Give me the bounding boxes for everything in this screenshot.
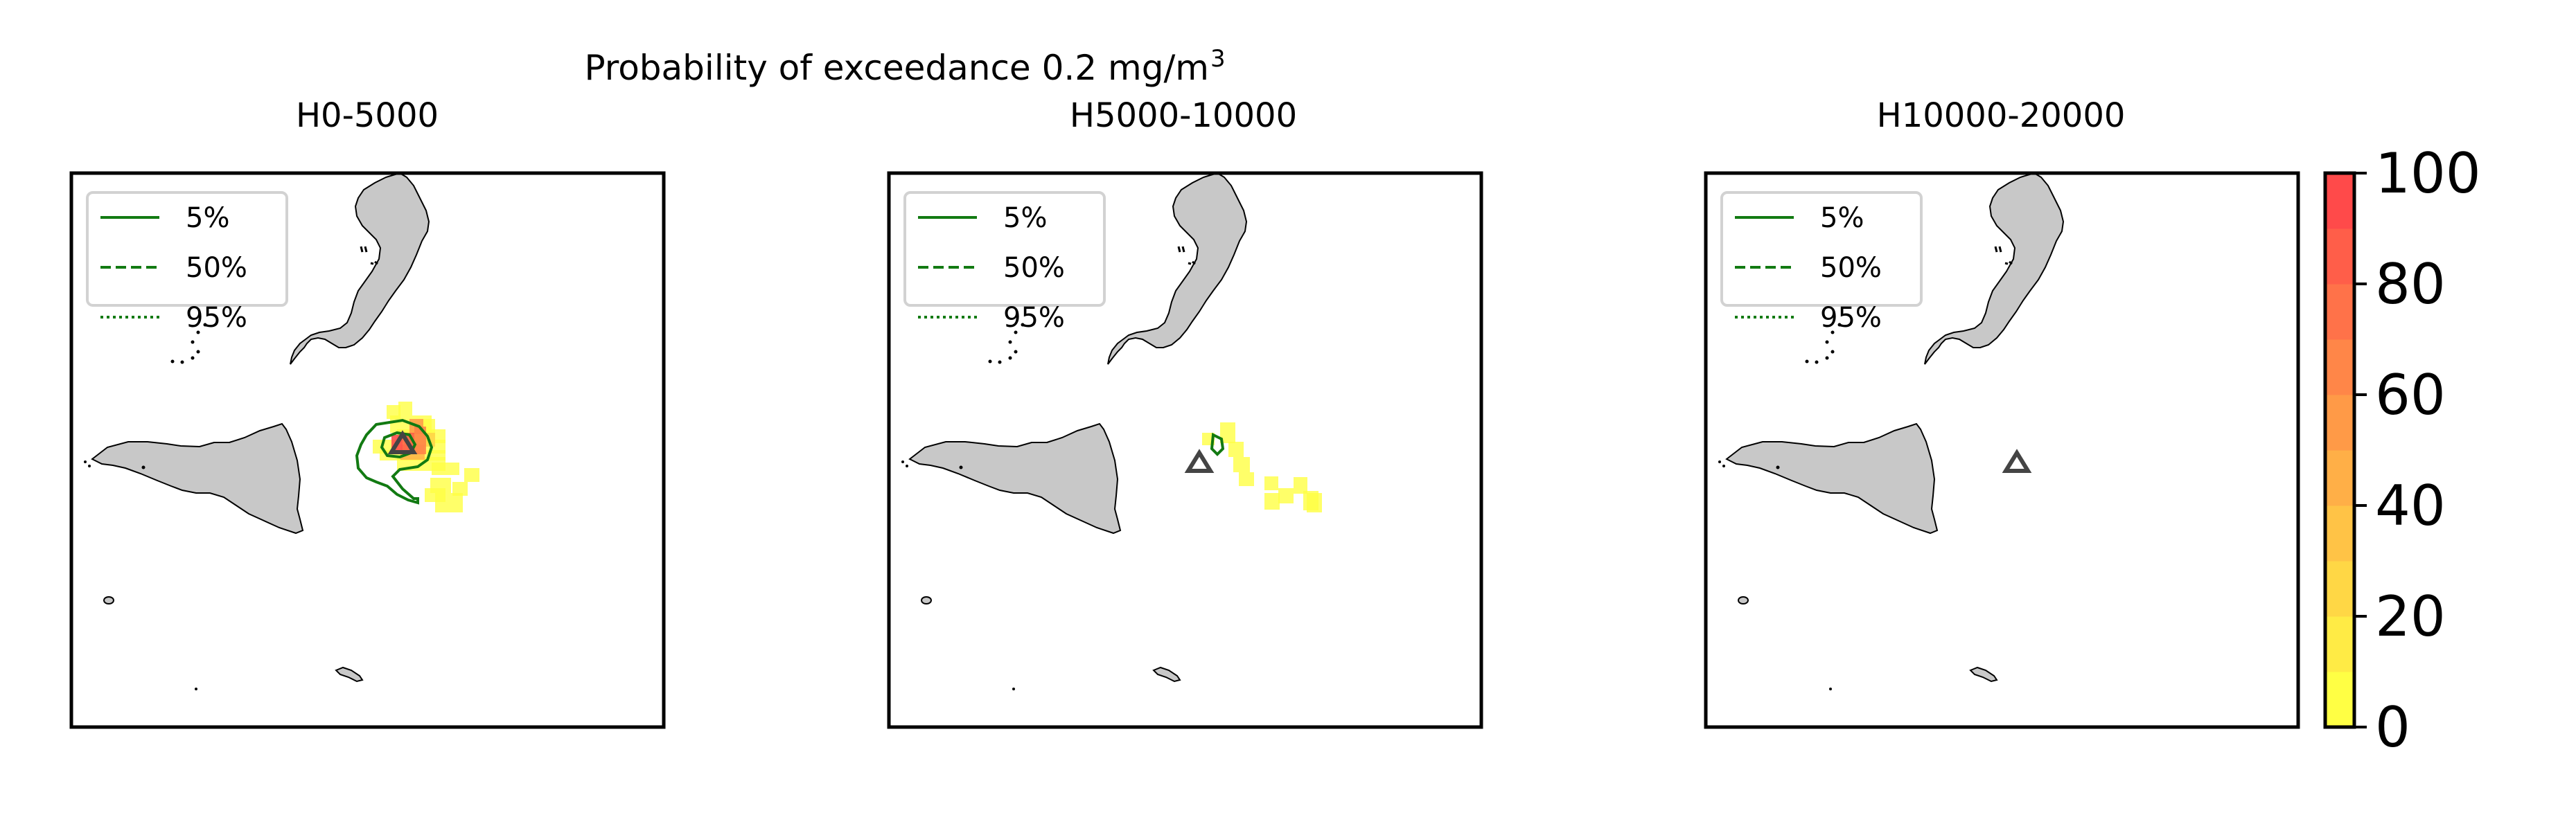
colorbar-band: [2325, 672, 2354, 728]
colorbar-band: [2325, 616, 2354, 672]
colorbar-frame: [2323, 171, 2356, 729]
legend-label: 5%: [1003, 202, 1047, 234]
legend-label: 5%: [1820, 202, 1864, 234]
legend-label: 50%: [186, 252, 247, 284]
colorbar-band: [2325, 505, 2354, 562]
legend: 5% 50% 95%: [903, 191, 1106, 334]
panel-title: H0-5000: [296, 96, 439, 135]
volcano-marker: [2002, 449, 2032, 473]
panel-title: H5000-10000: [1070, 96, 1297, 135]
volcano-marker: [1184, 449, 1215, 473]
legend-label: 5%: [186, 202, 229, 234]
map-panel-3: H10000-20000 5% 50% 95%: [1704, 96, 2300, 729]
colorbar-tick-label: 0: [2375, 695, 2410, 760]
colorbar-bands: [2325, 173, 2354, 728]
probability-cells: [1202, 422, 1322, 512]
colorbar-band: [2325, 173, 2354, 229]
colorbar-band: [2325, 395, 2354, 451]
colorbar-tick-label: 40: [2375, 474, 2446, 538]
legend-label: 95%: [186, 302, 247, 334]
volcano-marker: [387, 430, 418, 454]
colorbar-tick-label: 60: [2375, 363, 2446, 427]
colorbar-band: [2325, 339, 2354, 395]
colorbar-band: [2325, 450, 2354, 506]
figure-title: Probability of exceedance 0.2 mg/m: [584, 48, 1209, 88]
figure-title-superscript: 3: [1210, 45, 1226, 73]
colorbar-band: [2325, 561, 2354, 617]
legend-label: 95%: [1003, 302, 1065, 334]
colorbar-tick-label: 80: [2375, 252, 2446, 316]
colorbar-tick-label: 100: [2375, 141, 2481, 206]
legend-label: 50%: [1003, 252, 1065, 284]
contour-5pct: [1210, 432, 1225, 456]
panel-title: H10000-20000: [1877, 96, 2126, 135]
map-panel-1: H0-5000: [69, 96, 666, 729]
legend-label: 50%: [1820, 252, 1882, 284]
colorbar-band: [2325, 229, 2354, 285]
colorbar-band: [2325, 284, 2354, 340]
colorbar-ticks: 0 20 40 60 80 100: [2354, 141, 2481, 760]
map-panel-2: H5000-10000 5%: [887, 96, 1483, 729]
legend: 5% 50% 95%: [86, 191, 288, 334]
legend-label: 95%: [1820, 302, 1882, 334]
colorbar-tick-label: 20: [2375, 584, 2446, 649]
legend: 5% 50% 95%: [1720, 191, 1923, 334]
colorbar: 0 20 40 60 80 100: [2323, 141, 2481, 760]
